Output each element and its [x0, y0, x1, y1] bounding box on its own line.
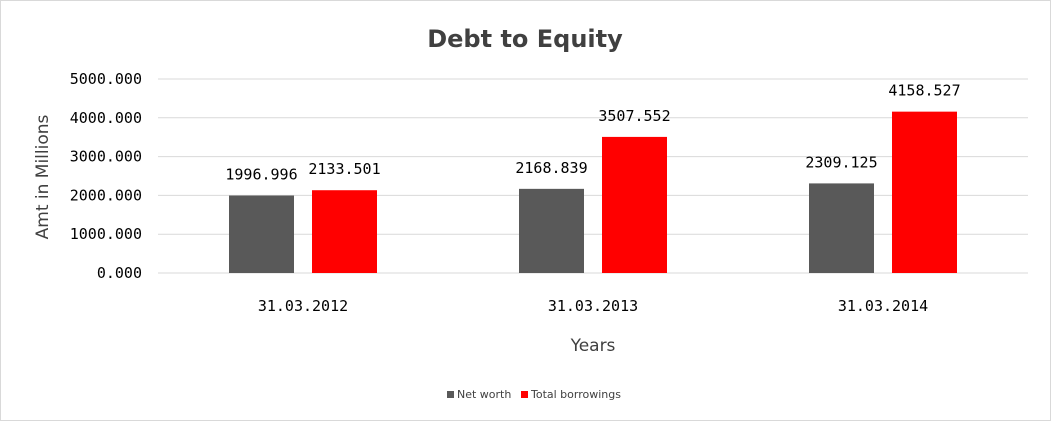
bar — [602, 136, 667, 273]
bar — [312, 190, 377, 273]
x-tick-label: 31.03.2012 — [258, 297, 348, 315]
x-axis-title: Years — [570, 336, 616, 356]
legend-swatch — [521, 391, 528, 398]
x-tick-label: 31.03.2013 — [548, 297, 638, 315]
legend-swatch — [447, 391, 454, 398]
bar — [809, 183, 874, 273]
data-label: 2133.501 — [308, 160, 380, 178]
bar — [892, 111, 957, 273]
x-tick-label: 31.03.2014 — [838, 297, 928, 315]
legend: Net worth Total borrowings — [447, 388, 621, 401]
y-tick-label: 2000.000 — [70, 186, 142, 204]
y-tick-label: 5000.000 — [70, 70, 142, 88]
y-axis-title: Amt in Millions — [33, 114, 53, 239]
data-label: 4158.527 — [888, 82, 960, 100]
y-tick-label: 0.000 — [97, 264, 142, 282]
data-label: 1996.996 — [225, 166, 297, 184]
bar — [229, 195, 294, 273]
legend-label: Net worth — [457, 388, 511, 401]
y-tick-label: 4000.000 — [70, 109, 142, 127]
x-axis-ticks: 31.03.2012 31.03.2013 31.03.2014 — [258, 297, 928, 315]
data-label: 2309.125 — [805, 153, 877, 171]
y-tick-label: 3000.000 — [70, 148, 142, 166]
chart-title: Debt to Equity — [427, 25, 623, 53]
gridlines — [158, 78, 1028, 274]
bars — [229, 111, 957, 273]
data-label: 3507.552 — [598, 107, 670, 125]
y-tick-label: 1000.000 — [70, 225, 142, 243]
y-axis-ticks: 0.000 1000.000 2000.000 3000.000 4000.000 500… — [70, 70, 142, 282]
legend-label: Total borrowings — [530, 388, 621, 401]
bar — [519, 188, 584, 273]
data-label: 2168.839 — [515, 159, 587, 177]
data-labels: 1996.996 2133.501 2168.839 3507.552 2309.125… — [225, 82, 960, 184]
